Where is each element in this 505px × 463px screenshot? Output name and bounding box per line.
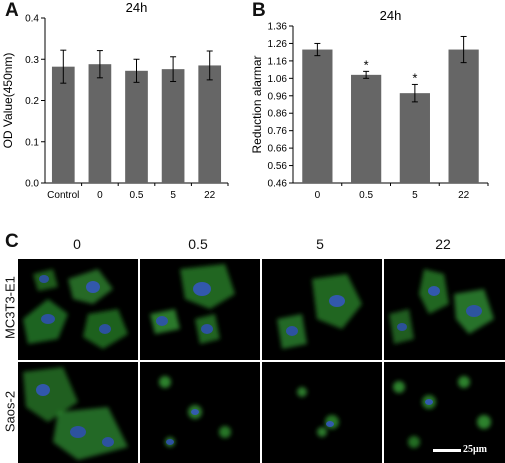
significance-marker: * <box>364 57 369 72</box>
x-tick-label: 22 <box>458 190 470 201</box>
panel-letter-b: B <box>252 0 266 21</box>
y-axis-label: OD Value(450nm) <box>1 53 15 149</box>
bar <box>51 66 75 183</box>
bar <box>351 74 382 183</box>
micrograph-mc3t3-e1-22 <box>384 259 505 360</box>
micrograph-mc3t3-e1-0-5 <box>140 259 260 360</box>
y-tick-label: 0.86 <box>268 109 288 120</box>
y-tick-label: 0.4 <box>25 14 39 25</box>
bar <box>399 93 430 183</box>
x-tick-label: 5 <box>412 190 418 201</box>
y-tick-label: 0.0 <box>25 179 39 190</box>
row-label-saos-2: Saos-2 <box>2 390 18 433</box>
x-tick-label: Control <box>47 190 79 201</box>
y-tick-label: 0.1 <box>25 137 39 148</box>
scale-bar-line <box>433 449 461 452</box>
bar <box>161 69 185 183</box>
x-tick-label: 5 <box>170 190 176 201</box>
y-tick-label: 0.66 <box>268 144 288 155</box>
column-label-22: 22 <box>435 236 451 252</box>
y-axis-label: Reduction alarmar <box>250 55 264 153</box>
micrograph-saos-2-5 <box>262 362 382 463</box>
y-tick-label: 0.46 <box>268 179 288 190</box>
bar <box>125 70 148 183</box>
y-tick-label: 1.36 <box>268 22 288 33</box>
micrograph-grid: 25μm <box>18 259 505 463</box>
y-tick-label: 1.06 <box>268 74 288 85</box>
y-tick-label: 0.96 <box>268 91 288 102</box>
scale-bar-label: 25μm <box>463 444 487 455</box>
column-label-5: 5 <box>316 236 324 252</box>
y-tick-label: 0.2 <box>25 96 39 107</box>
scale-bar: 25μm <box>430 442 502 458</box>
bar <box>302 49 333 183</box>
column-label-0: 0 <box>73 236 81 252</box>
micrograph-saos-2-22: 25μm <box>384 362 505 463</box>
micrograph-mc3t3-e1-0 <box>18 259 138 360</box>
y-tick-label: 0.56 <box>268 161 288 172</box>
y-tick-label: 1.16 <box>268 56 288 67</box>
bar <box>88 64 112 183</box>
chart-a-od-value: 24h 0.0 0.1 0.2 0.3 0.4 OD Value(450nm) Control… <box>1 0 229 201</box>
panel-letter-c: C <box>5 231 19 252</box>
row-label-mc3t3-e1: MC3T3-E1 <box>2 276 18 339</box>
x-tick-label: 0.5 <box>359 190 373 201</box>
y-tick-label: 1.26 <box>268 39 288 50</box>
x-tick-label: 0 <box>97 190 103 201</box>
micrograph-saos-2-0-5 <box>140 362 260 463</box>
micrograph-mc3t3-e1-5 <box>262 259 382 360</box>
bar <box>198 65 222 183</box>
chart-b-reduction-alarmar: 24h 0.46 0.56 0.66 0.76 0.86 0.96 1.06 1.16 1.26 1… <box>250 8 489 201</box>
x-tick-label: 0.5 <box>130 190 144 201</box>
column-label-0-5: 0.5 <box>188 236 208 252</box>
x-tick-label: 0 <box>315 190 321 201</box>
significance-marker: * <box>412 70 417 85</box>
y-tick-label: 0.3 <box>25 55 39 66</box>
x-tick-label: 22 <box>204 190 216 201</box>
bar <box>448 49 479 183</box>
chart-title: 24h <box>380 8 402 23</box>
micrograph-saos-2-0 <box>18 362 138 463</box>
chart-title: 24h <box>126 0 148 15</box>
y-tick-label: 0.76 <box>268 126 288 137</box>
panel-letter-a: A <box>5 0 19 21</box>
